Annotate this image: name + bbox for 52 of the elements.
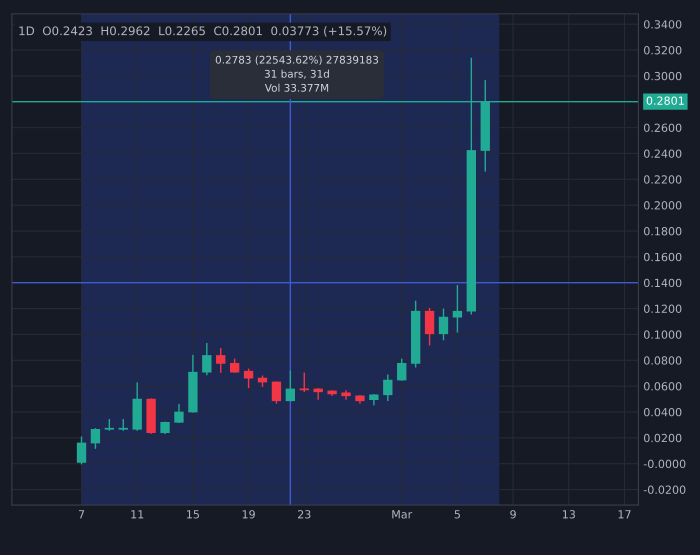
x-tick-label: 17 [618,510,631,518]
candlestick [202,343,212,376]
text: 1D O0.2423 H0.2962 L0.2265 C0.2801 0.03773 (+15.57%) [19,26,386,37]
x-tick-label: 9 [510,510,516,519]
y-tick-label: 0.0600 [644,382,682,391]
candlestick [160,422,170,434]
candlestick [397,358,406,381]
candlestick [244,368,254,388]
x-tick-label: 11 [131,510,144,518]
candlestick [76,436,86,464]
annotation: 0.2783 (22543.62%) 27839183 31 bars, 31d Vol 33.377M [216,56,378,92]
y-tick-label: 0.0200 [644,434,682,442]
candlestick [272,381,282,404]
candlestick [369,394,379,406]
y-tick-label: 0.1600 [644,252,682,262]
x-tick-label: 23 [298,510,310,519]
x-tick-label: Mar [392,510,412,519]
candlestick [300,372,309,392]
y-tick-label: 0.1200 [644,304,682,313]
candlestick [314,388,323,400]
x-tick-label: 7 [78,510,84,518]
y-tick-label: 0.0400 [644,408,682,416]
candlestick [438,308,448,340]
ref-line-label: 0.2801 [646,96,684,105]
y-tick-label: 0.3200 [644,46,682,54]
x-tick-label: 19 [242,510,255,519]
candlestick [104,419,114,431]
y-tick-label: 0.1400 [644,278,682,288]
y-tick-label: 0.1000 [644,330,682,339]
y-tick-label: 0.1800 [644,227,682,236]
candlestick [118,419,128,431]
candlestick [230,358,240,373]
y-tick-label: -0.0000 [644,460,686,468]
y-tick-label: 0.3400 [644,20,682,29]
candlestick [452,285,462,333]
y-tick-label: 0.3000 [644,72,682,80]
x-tick-label: 15 [187,510,199,519]
y-tick-label: -0.0200 [644,486,686,494]
candlestick [424,308,434,346]
candlestick [383,374,392,402]
candlestick [216,348,226,373]
x-tick-label: 5 [454,510,460,519]
x-tick-label: 13 [562,510,575,519]
candlestick [286,370,296,402]
y-tick-label: 0.0800 [644,356,682,365]
y-tick-label: 0.2400 [644,149,682,158]
candlestick [174,404,184,424]
y-tick-label: 0.2000 [644,201,682,210]
candlestick [258,375,268,387]
y-tick-label: 0.2600 [644,124,682,132]
candlestick [90,428,100,449]
y-tick-label: 0.2200 [644,175,682,184]
